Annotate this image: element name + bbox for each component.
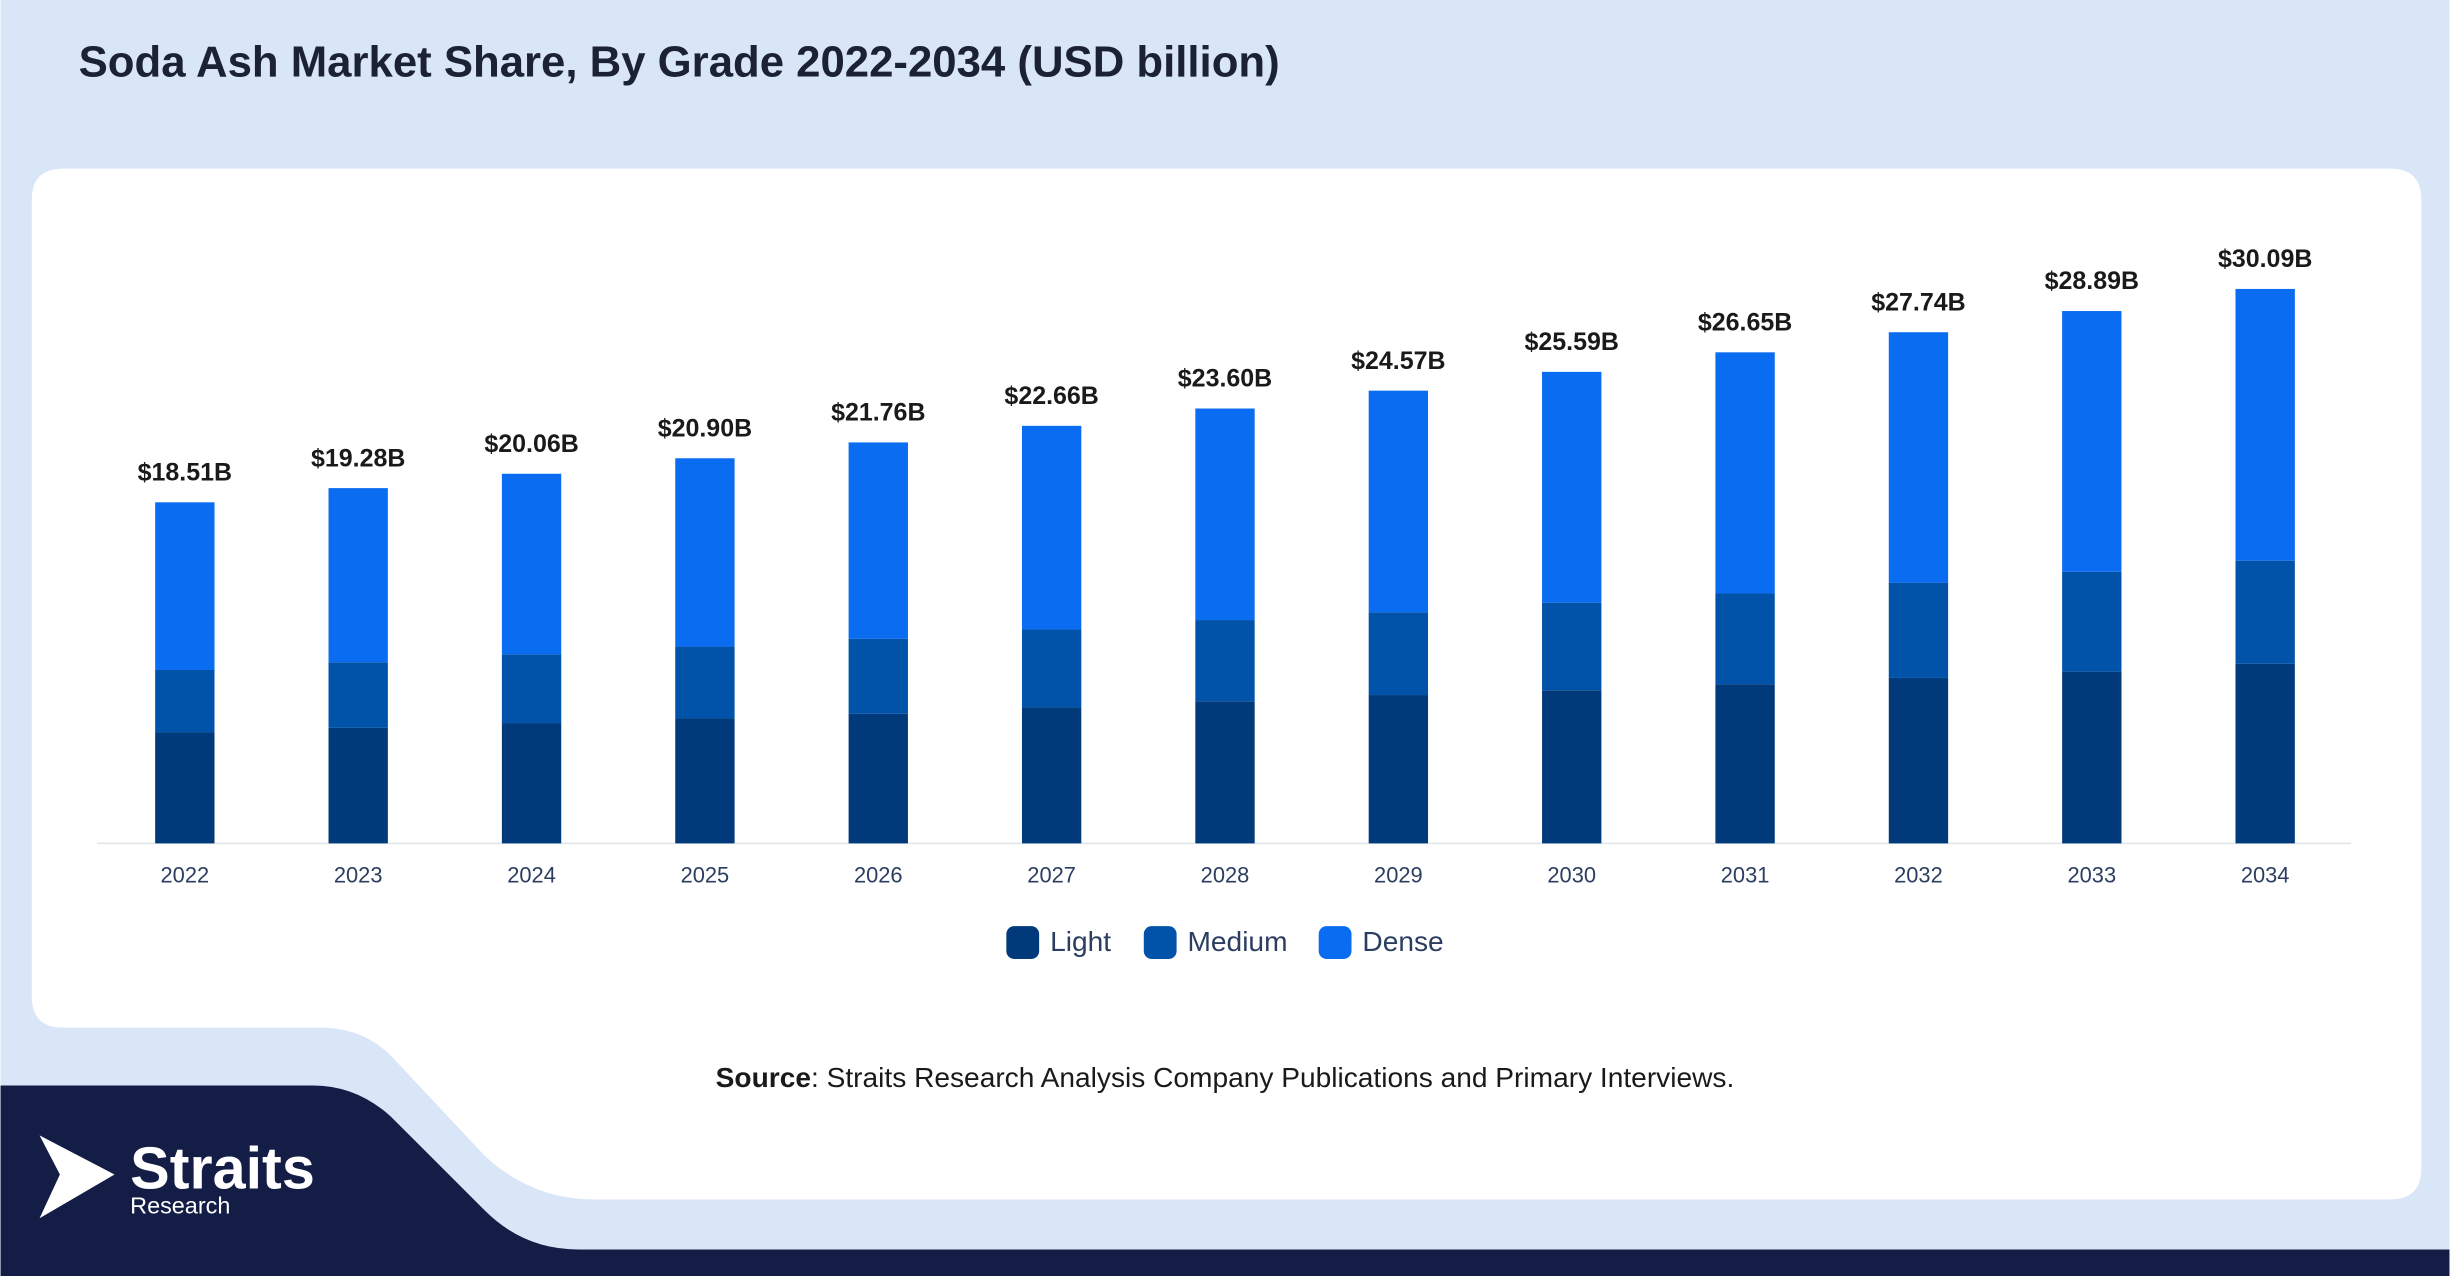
bar-segment [1368,612,1429,696]
bar-segment [1888,332,1949,583]
x-tick-label: 2025 [681,862,730,887]
source-label: Source [716,1062,811,1093]
chart-title: Soda Ash Market Share, By Grade 2022-203… [79,38,1280,87]
total-label: $20.90B [658,414,752,442]
logo-tagline: Research [130,1193,230,1219]
bar-segment [675,718,735,844]
bar-segment [155,502,215,670]
legend-swatch [1143,926,1177,959]
bar-segment [1542,371,1602,603]
total-label: $27.74B [1871,288,1965,316]
total-label: $26.65B [1698,308,1792,336]
bar-segment [1715,352,1775,594]
bar-segment [2235,288,2295,561]
x-tick-label: 2034 [2241,862,2290,887]
x-tick-label: 2023 [334,862,383,887]
logo-name: Straits [130,1135,315,1202]
bar-segment [2062,671,2122,844]
bar-segment [848,713,908,844]
bar-segment [1195,620,1255,702]
bar-segment [1021,707,1082,844]
bar-segment [1021,629,1082,708]
total-label: $22.66B [1004,382,1098,410]
total-label: $18.51B [138,458,232,486]
bar-segment [501,473,562,655]
bar-segment [675,458,735,647]
bar-segment [848,442,908,639]
x-tick-label: 2031 [1721,862,1770,887]
legend-label: Dense [1362,926,1443,957]
legend-label: Medium [1188,926,1288,957]
x-tick-label: 2022 [161,862,210,887]
x-tick-label: 2024 [507,862,556,887]
bar-segment [328,488,388,663]
bar-segment [1715,593,1775,685]
x-tick-label: 2030 [1547,862,1596,887]
legend-swatch [1318,926,1352,959]
bar-segment [1195,408,1255,621]
bar-segment [155,669,215,733]
x-tick-label: 2026 [854,862,903,887]
footer-band [0,1085,2450,1276]
bar-segment [675,646,735,719]
bar-segment [1368,390,1429,613]
bar-segment [155,732,215,844]
source: Source: Straits Research Analysis Compan… [716,1062,1735,1093]
bar-segment [2062,571,2122,672]
bar-segment [848,638,908,714]
legend-label: Light [1050,926,1111,957]
total-label: $24.57B [1351,347,1445,375]
bar-segment [2235,560,2295,664]
x-tick-label: 2032 [1894,862,1943,887]
bar-segment [501,654,562,724]
x-tick-label: 2029 [1374,862,1423,887]
bar-segment [1542,602,1602,691]
x-tick-label: 2028 [1201,862,1250,887]
total-label: $30.09B [2218,245,2312,273]
total-label: $20.06B [484,430,578,458]
legend-swatch [1006,926,1040,959]
total-label: $21.76B [831,399,925,427]
x-tick-label: 2033 [2067,862,2116,887]
total-label: $19.28B [311,444,405,472]
source-text: : Straits Research Analysis Company Publ… [811,1062,1734,1093]
logo-icon [39,1135,115,1219]
bar-segment [328,727,388,844]
bar-segment [1542,690,1602,844]
bar-segment [1368,695,1429,844]
total-label: $28.89B [2045,267,2139,295]
bar-segment [1888,677,1949,844]
bar-segment [1715,684,1775,844]
total-label: $25.59B [1525,328,1619,356]
bar-segment [501,723,562,844]
x-tick-label: 2027 [1027,862,1076,887]
bar-segment [1195,701,1255,844]
bar-segment [2235,663,2295,844]
bar-segment [328,662,388,728]
bar-segment [1888,582,1949,678]
bar-segment [1021,425,1082,630]
total-label: $23.60B [1178,365,1272,393]
bar-segment [2062,311,2122,572]
chart: $18.51B 2022 $19.28B 2023 $20.06B 2024 $20.90B… [97,245,2352,959]
